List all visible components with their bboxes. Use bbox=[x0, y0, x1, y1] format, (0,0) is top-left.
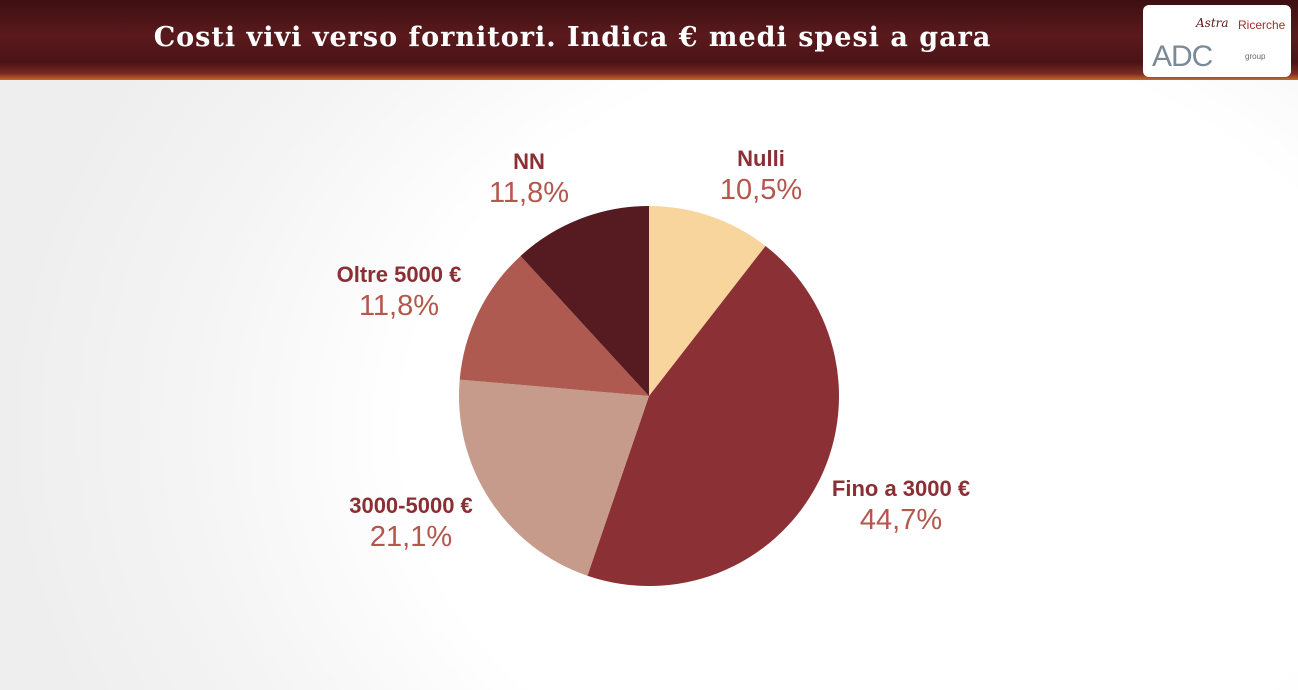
page-title: Costi vivi verso fornitori. Indica € med… bbox=[153, 22, 992, 53]
logo-brand-top: Astra bbox=[1196, 16, 1229, 30]
slice-value: 11,8% bbox=[358, 290, 440, 322]
pie-slice-oltre-5000 bbox=[459, 255, 649, 396]
pie-slice-fino-a-3000 bbox=[587, 245, 839, 586]
slice-name: 3000-5000 € bbox=[349, 493, 473, 518]
slice-label-fino-a-3000: Fino a 3000 € 44,7% bbox=[801, 476, 1001, 537]
slice-value: 21,1% bbox=[369, 521, 453, 553]
logo-brand-main: ADC bbox=[1152, 40, 1213, 73]
logo-brand-sub: group bbox=[1245, 52, 1266, 61]
pie-slice-nn bbox=[520, 206, 649, 396]
pie-slice-3000-5000 bbox=[459, 379, 649, 576]
slice-label-3000-5000: 3000-5000 € 21,1% bbox=[311, 493, 511, 554]
logo bbox=[1143, 5, 1291, 77]
slice-value: 11,8% bbox=[488, 177, 570, 209]
slice-value: 10,5% bbox=[719, 174, 803, 206]
slice-name: Nulli bbox=[737, 146, 785, 171]
slice-label-nulli: Nulli 10,5% bbox=[661, 146, 861, 207]
slice-name: NN bbox=[513, 149, 545, 174]
logo-brand-top-suffix: Ricerche bbox=[1238, 18, 1286, 32]
pie-slice-nulli bbox=[649, 206, 766, 396]
slice-label-nn: NN 11,8% bbox=[429, 149, 629, 210]
slice-value: 44,7% bbox=[859, 504, 943, 536]
title-bar: Costi vivi verso fornitori. Indica € med… bbox=[0, 0, 1298, 80]
slice-label-oltre-5000: Oltre 5000 € 11,8% bbox=[299, 262, 499, 323]
slice-name: Oltre 5000 € bbox=[336, 262, 462, 287]
slice-name: Fino a 3000 € bbox=[831, 476, 971, 501]
